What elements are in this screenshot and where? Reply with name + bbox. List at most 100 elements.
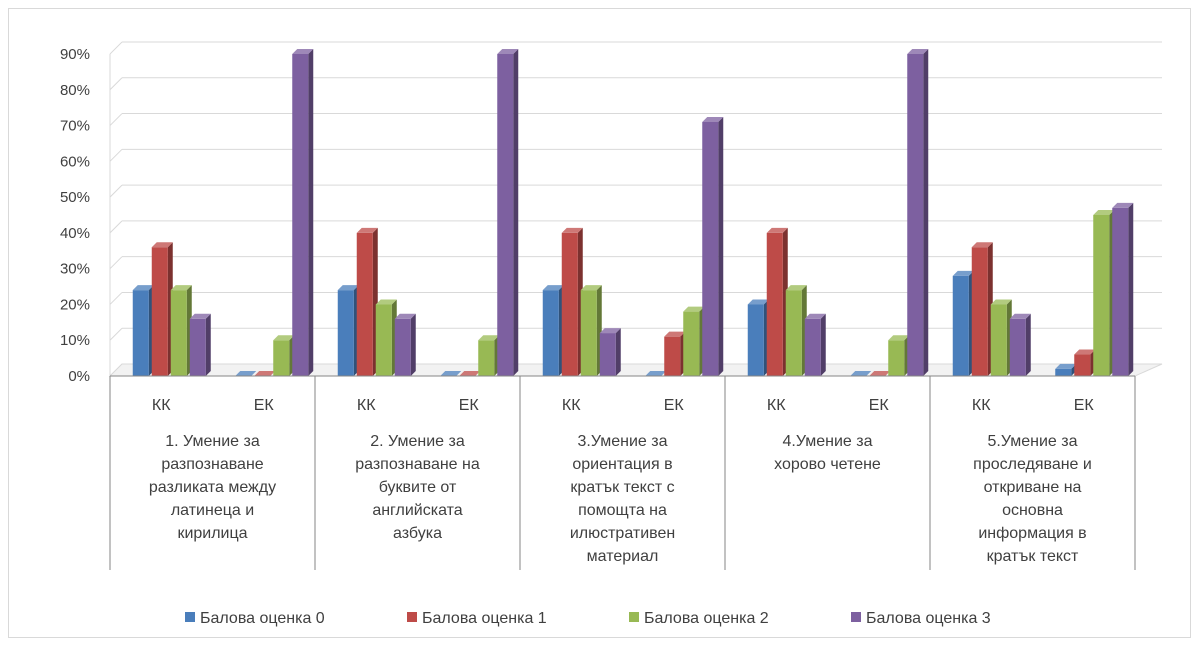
gridline-depth — [109, 327, 123, 341]
x-group-label-line: 2. Умение за — [370, 433, 465, 450]
x-group-label-line: разпознаване на — [355, 456, 480, 473]
bar-top — [542, 285, 564, 291]
bar-top — [356, 227, 378, 233]
bar — [683, 311, 700, 376]
x-category-label: КК — [972, 397, 991, 414]
x-group-label: 3.Умение за ориентация в кратък текст с пом… — [570, 433, 675, 565]
bar — [785, 290, 802, 376]
gridline-depth — [109, 256, 123, 270]
bar-top — [785, 285, 807, 291]
bar-top — [1093, 210, 1115, 215]
x-group-label-line: илюстративен — [570, 525, 675, 542]
bar — [971, 247, 988, 376]
bar-top — [1074, 349, 1096, 355]
bar-side — [205, 313, 211, 376]
x-group-label-line: 3.Умение за — [577, 433, 667, 450]
x-category-label: ЕК — [459, 397, 480, 414]
x-group-label-line: разликата между — [149, 479, 276, 496]
bar — [1009, 318, 1026, 376]
x-group-label-line: основна — [1002, 502, 1063, 519]
bar — [664, 336, 681, 376]
legend-label: Балова оценка 3 — [866, 610, 991, 627]
y-tick-label: 40% — [60, 225, 90, 242]
x-group-label-line: английската — [372, 502, 462, 519]
bar — [189, 318, 206, 376]
bar-top — [850, 371, 872, 376]
bar-top — [1112, 202, 1134, 208]
bar-top — [375, 299, 397, 305]
bar — [478, 340, 495, 376]
legend-label: Балова оценка 0 — [200, 610, 325, 627]
y-tick-label: 30% — [60, 261, 90, 278]
x-category-label: КК — [152, 397, 171, 414]
bar-side — [615, 328, 621, 376]
bar-top — [1055, 363, 1077, 369]
x-category-label: ЕК — [664, 397, 685, 414]
bar-top — [804, 313, 826, 319]
bar-top — [580, 285, 602, 291]
gridline-depth — [109, 292, 123, 305]
bar-top — [561, 227, 583, 233]
x-category-label: ЕК — [254, 397, 275, 414]
bar-top — [440, 371, 462, 376]
gridline-depth — [109, 77, 123, 91]
bar-top — [1009, 313, 1031, 319]
legend-swatch — [185, 612, 195, 622]
legend-swatch — [851, 612, 861, 622]
bar — [907, 54, 924, 376]
bar-top — [645, 371, 667, 376]
bar — [151, 247, 168, 376]
bar-top — [292, 49, 314, 54]
bar — [292, 54, 309, 376]
bar — [394, 318, 411, 376]
legend-label: Балова оценка 2 — [644, 610, 769, 627]
x-category-label: ЕК — [1074, 397, 1095, 414]
bar-top — [766, 227, 788, 233]
bar-top — [497, 49, 519, 54]
bar — [561, 232, 578, 376]
x-group-label-line: кратък текст с — [570, 479, 674, 496]
bar — [702, 121, 719, 376]
gridline-depth — [109, 41, 123, 55]
bar — [1112, 207, 1129, 376]
bar-top — [599, 328, 621, 334]
x-group-label-line: откриване на — [984, 479, 1082, 496]
x-group-label-line: кирилица — [177, 525, 247, 542]
x-group-label: 5.Умение за проследяване и откриване на осн… — [973, 433, 1092, 565]
bar-top — [273, 335, 295, 341]
y-tick-label: 10% — [60, 332, 90, 349]
x-group-label-line: информация в — [978, 525, 1086, 542]
bar — [580, 290, 597, 376]
x-group-label-line: разпознаване — [161, 456, 263, 473]
bar — [952, 275, 969, 376]
gridline-depth — [109, 184, 123, 198]
bar-side — [513, 49, 519, 376]
bar — [497, 54, 514, 376]
bar-side — [923, 49, 929, 376]
bar-top — [683, 306, 705, 312]
x-group-label-line: 4.Умение за — [782, 433, 872, 450]
bar-side — [1128, 202, 1134, 376]
x-group-label-line: буквите от — [379, 479, 457, 496]
x-group-label: 1. Умение за разпознаване разликата между л… — [149, 433, 276, 542]
gridline-depth — [109, 220, 123, 234]
bar-top — [254, 371, 276, 376]
bar-top — [990, 299, 1012, 305]
bar-top — [747, 299, 769, 305]
y-tick-label: 20% — [60, 296, 90, 313]
bar — [1093, 215, 1110, 376]
gridline-depth — [109, 148, 123, 162]
bar — [747, 304, 764, 376]
bar-side — [308, 49, 314, 376]
x-group-label-line: проследяване и — [973, 456, 1092, 473]
y-tick-label: 70% — [60, 118, 90, 135]
x-category-label: КК — [357, 397, 376, 414]
bar-top — [907, 49, 929, 54]
x-group-label-line: материал — [587, 548, 659, 565]
y-tick-label: 80% — [60, 82, 90, 99]
bar-top — [478, 335, 500, 341]
bar — [888, 340, 905, 376]
x-group-label-line: помощта на — [578, 502, 667, 519]
x-group-label-line: хорово четене — [774, 456, 881, 473]
